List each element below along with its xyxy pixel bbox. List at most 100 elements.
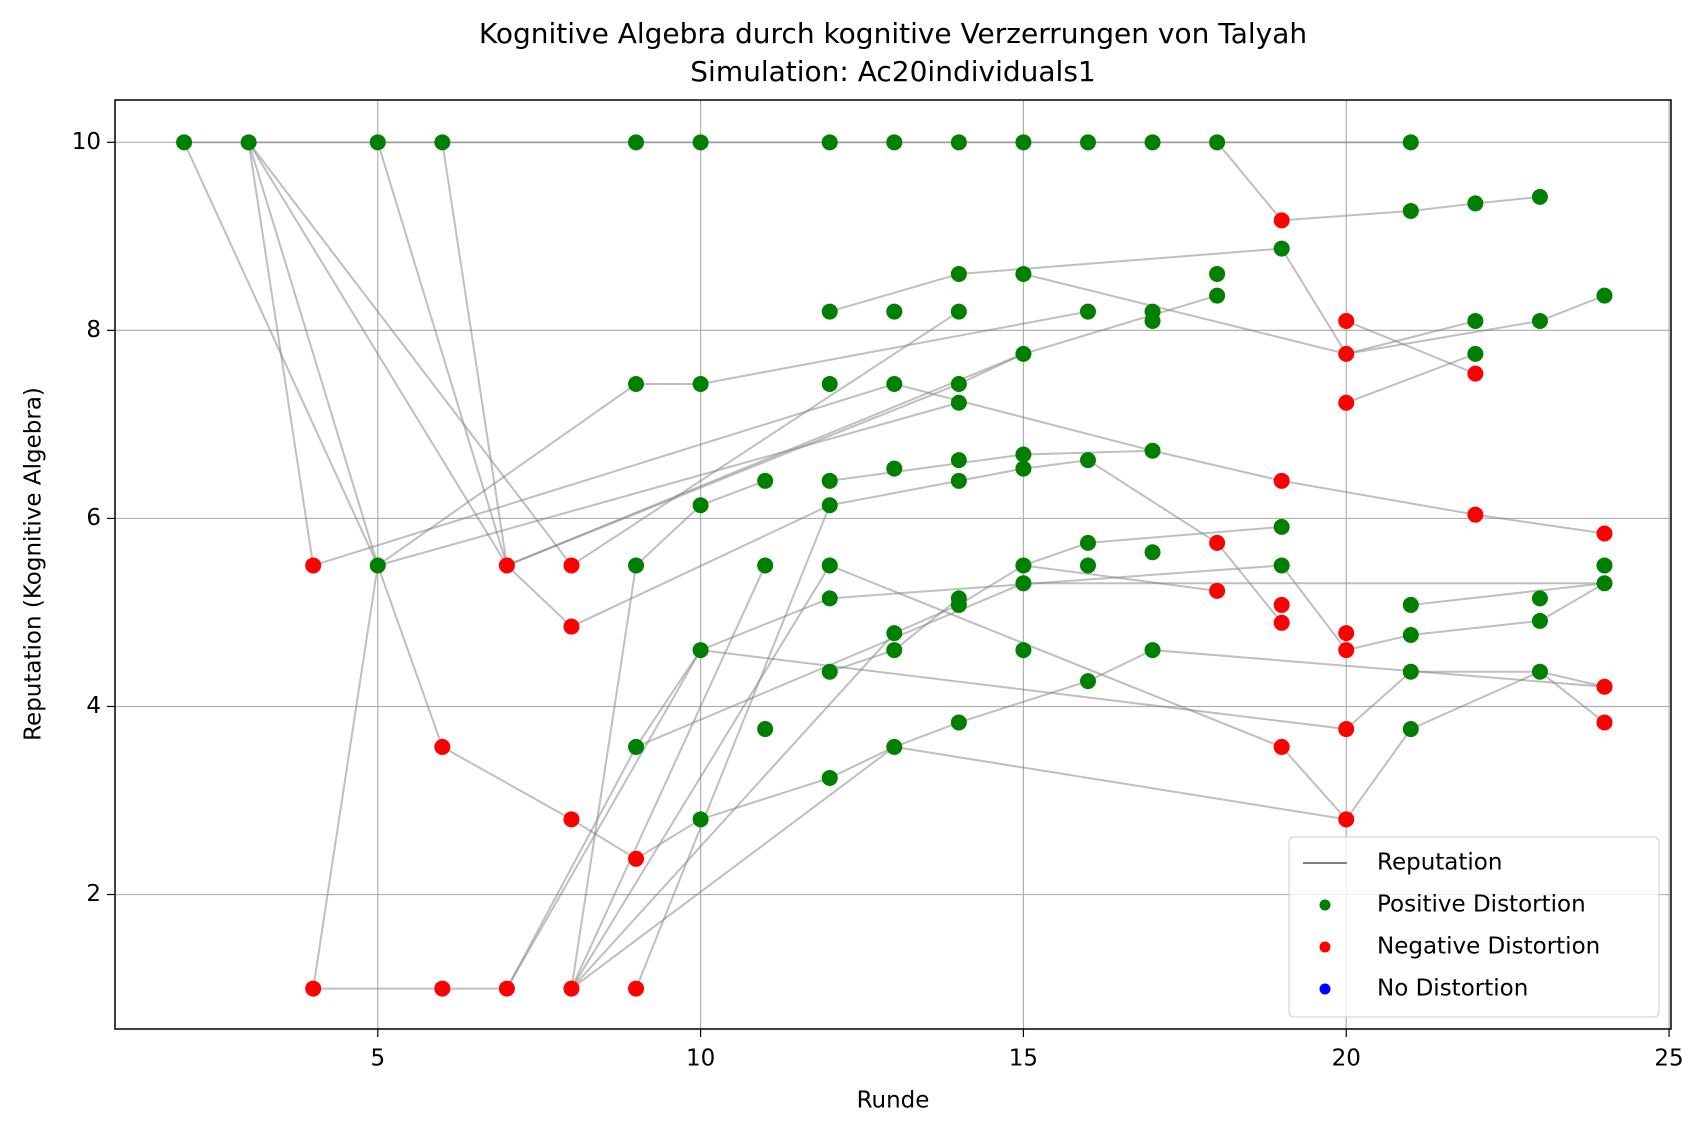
reputation-line: [894, 382, 1605, 535]
reputation-line: [377, 401, 960, 567]
point: [1531, 612, 1548, 629]
point: [1531, 663, 1548, 680]
point: [1596, 287, 1613, 304]
reputation-line: [506, 746, 637, 990]
point: [1531, 312, 1548, 329]
legend-marker: [1319, 899, 1331, 911]
y-tick-label: 4: [86, 693, 101, 719]
point: [757, 472, 774, 489]
point: [434, 980, 451, 997]
legend-label: Reputation: [1377, 850, 1502, 876]
y-axis-label: Reputation (Kognitive Algebra): [21, 387, 47, 741]
point: [1402, 627, 1419, 644]
reputation-line: [570, 632, 896, 990]
reputation-line: [247, 142, 315, 566]
point: [1596, 557, 1613, 574]
point: [821, 663, 838, 680]
point: [821, 590, 838, 607]
reputation-line: [247, 141, 508, 566]
point: [1402, 663, 1419, 680]
reputation-line: [829, 247, 1476, 356]
point: [1402, 721, 1419, 738]
x-tick-label: 10: [686, 1046, 715, 1072]
point: [563, 811, 580, 828]
reputation-line: [635, 564, 1606, 748]
point: [1467, 506, 1484, 523]
point: [1209, 134, 1226, 151]
point: [1273, 557, 1290, 574]
point: [1273, 614, 1290, 631]
point: [369, 134, 386, 151]
reputation-line: [1023, 272, 1605, 355]
point: [1015, 642, 1032, 659]
point: [1531, 590, 1548, 607]
reputation-line: [247, 141, 573, 567]
point: [369, 557, 386, 574]
plot-frame: [114, 99, 1672, 1030]
point: [821, 557, 838, 574]
point: [563, 980, 580, 997]
x-tick-label: 5: [370, 1046, 385, 1072]
legend: Reputation Positive Distortion Negative Di…: [1288, 836, 1660, 1018]
point: [563, 618, 580, 635]
reputation-line: [570, 479, 766, 989]
y-tick-label: 2: [86, 881, 101, 907]
point: [1273, 240, 1290, 257]
point: [950, 472, 967, 489]
point: [1596, 525, 1613, 542]
point: [1402, 202, 1419, 219]
point: [1015, 134, 1032, 151]
point: [757, 557, 774, 574]
point: [950, 134, 967, 151]
point: [950, 452, 967, 469]
point: [1596, 678, 1613, 695]
point: [1144, 544, 1161, 561]
point: [1015, 460, 1032, 477]
reputation-line: [1345, 352, 1476, 404]
point: [305, 980, 322, 997]
point: [1467, 195, 1484, 212]
point: [1015, 446, 1032, 463]
point: [886, 375, 903, 392]
point: [1338, 394, 1355, 411]
point: [1338, 625, 1355, 642]
point: [886, 738, 903, 755]
point: [692, 134, 709, 151]
point: [563, 557, 580, 574]
point: [821, 769, 838, 786]
point: [434, 134, 451, 151]
reputation-line: [570, 565, 767, 989]
point: [886, 303, 903, 320]
reputation-line: [312, 565, 379, 989]
point: [1467, 312, 1484, 329]
point: [498, 980, 515, 997]
point: [628, 557, 645, 574]
point: [821, 303, 838, 320]
y-tick-label: 8: [86, 317, 101, 343]
point: [1144, 134, 1161, 151]
reputation-line: [376, 142, 508, 566]
point: [886, 642, 903, 659]
point: [950, 303, 967, 320]
reputation-line: [441, 142, 508, 566]
point: [692, 375, 709, 392]
point: [1596, 575, 1613, 592]
point: [1015, 575, 1032, 592]
reputation-line: [312, 383, 895, 567]
point: [1531, 188, 1548, 205]
point: [240, 134, 257, 151]
point: [1015, 265, 1032, 282]
reputation-line: [1216, 141, 1541, 222]
reputation-line: [506, 504, 831, 628]
point: [950, 394, 967, 411]
point: [1402, 596, 1419, 613]
point: [1015, 557, 1032, 574]
point: [498, 557, 515, 574]
point: [1144, 312, 1161, 329]
point: [1079, 452, 1096, 469]
point: [1144, 642, 1161, 659]
point: [1338, 642, 1355, 659]
point: [628, 738, 645, 755]
point: [821, 497, 838, 514]
